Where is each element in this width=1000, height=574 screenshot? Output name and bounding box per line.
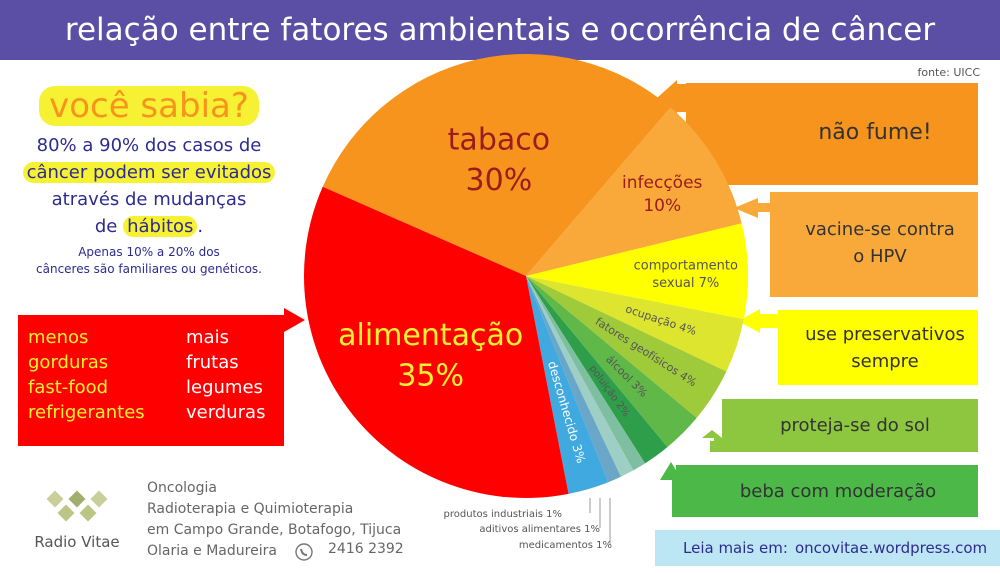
label-comportamento-sexual: comportamento sexual 7% [634, 258, 738, 291]
diet-less-list: menos gorduras fast-food refrigerantes [28, 327, 145, 423]
leader-lines [589, 498, 611, 544]
label-alimentacao: alimentação 35% [338, 318, 523, 394]
advice-sexual-2: sempre [851, 351, 919, 372]
slice-desconhecido [526, 276, 609, 494]
source-note: fonte: UICC [917, 66, 980, 79]
advice-infeccoes-2: o HPV [853, 246, 907, 267]
pie-chart: tabaco 30% infecções 10% comportamento sexual… [304, 54, 748, 498]
clinic-info: Oncologia Radioterapia e Quimioterapia e… [147, 480, 402, 559]
slice-infeccoes [526, 107, 742, 277]
diet-more-list: mais frutas legumes verduras [186, 327, 266, 423]
sol-arrow-shaft [710, 441, 738, 452]
slice-tabaco [322, 54, 671, 276]
read-more-link[interactable]: oncovitae.wordpress.com [795, 539, 988, 557]
outside-label-aditivos: aditivos alimentares 1% [479, 524, 600, 535]
slice-alcool [526, 276, 697, 448]
diet-arrow [284, 308, 305, 332]
label-tabaco: tabaco 30% [448, 122, 550, 198]
advice-infeccoes-1: vacine-se contra [805, 219, 955, 240]
outside-label-produtos: produtos industriais 1% [444, 509, 562, 520]
genetic-note: Apenas 10% a 20% dos cânceres são famili… [36, 245, 262, 276]
headline: você sabia? [39, 86, 259, 126]
logo-text: Radio Vitae [34, 533, 120, 551]
slice-comportamento-sexual [526, 223, 748, 320]
read-more-bar: Leia mais em: oncovitae.wordpress.com [655, 530, 1000, 566]
read-more-label: Leia mais em: [683, 539, 788, 557]
sexual-arrow [738, 309, 978, 385]
slice-alimentacao [304, 186, 569, 498]
phone-number: 2416 2392 [328, 541, 404, 557]
logo: Radio Vitae [22, 485, 132, 555]
slice-poluicao [526, 276, 668, 464]
slice-aditivos-alimentares [526, 276, 634, 477]
fact-text: 80% a 90% dos casos de câncer podem ser … [18, 132, 280, 240]
slice-produtos-industriais [526, 276, 621, 483]
sol-arrow [702, 399, 978, 452]
phone-icon [295, 543, 313, 561]
infeccoes-arrow [734, 192, 978, 297]
tabaco-arrow [657, 80, 978, 185]
page-title: relação entre fatores ambientais e ocorr… [0, 0, 1000, 60]
advice-sexual-1: use preservativos [805, 324, 965, 345]
slice-ocupacao [526, 276, 744, 372]
info-panel: você sabia? 80% a 90% dos casos de cânce… [18, 86, 280, 278]
label-infeccoes: infecções 10% [622, 173, 702, 216]
diet-box: menos gorduras fast-food refrigerantes mai… [18, 315, 284, 446]
slice-fatores-geofisicos [526, 276, 727, 418]
advice-alcool: beba com moderação [739, 481, 937, 502]
alcool-arrow [660, 462, 978, 517]
slice-medicamentos [526, 276, 646, 471]
fact-highlight: câncer podem ser evitados [22, 162, 276, 183]
advice-tabaco: não fume! [818, 120, 932, 145]
outside-label-medicamentos: medicamentos 1% [519, 540, 612, 551]
advice-sol: proteja-se do sol [780, 415, 930, 436]
